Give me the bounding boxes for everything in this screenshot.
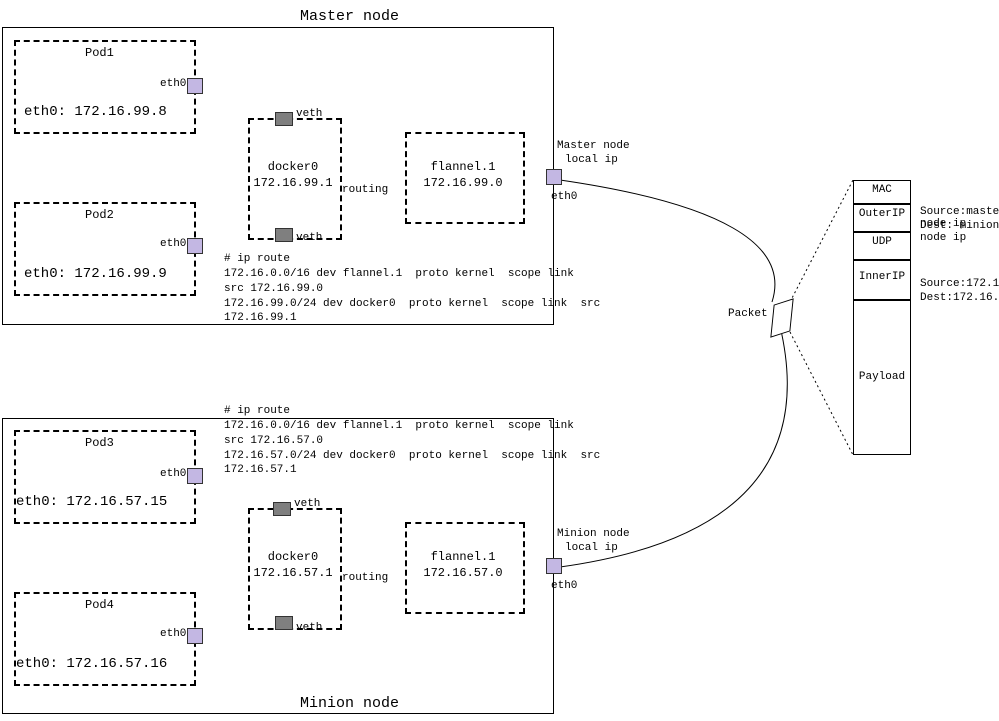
master-veth1 <box>275 112 293 126</box>
pod3-name: Pod3 <box>85 436 114 450</box>
inner-note2: Dest:172.16.57.15 <box>920 292 999 304</box>
minion-veth2-label: veth <box>296 622 322 634</box>
master-flannel-text: flannel.1 172.16.99.0 <box>405 160 521 191</box>
master-veth1-label: veth <box>296 108 322 120</box>
master-route-text: # ip route 172.16.0.0/16 dev flannel.1 p… <box>224 252 600 326</box>
minion-title: Minion node <box>300 695 399 712</box>
minion-docker0-name: docker0 <box>268 550 318 564</box>
pod3-eth0-label: eth0 <box>160 468 186 480</box>
pod4-eth0-port <box>187 628 203 644</box>
master-flannel-name: flannel.1 <box>431 160 496 174</box>
minion-docker0-text: docker0 172.16.57.1 <box>248 550 338 581</box>
pod4-name: Pod4 <box>85 598 114 612</box>
pod2-eth0-label: eth0 <box>160 238 186 250</box>
pod4-eth: eth0: 172.16.57.16 <box>16 656 167 672</box>
minion-veth2 <box>275 616 293 630</box>
pod3-eth0-port <box>187 468 203 484</box>
minion-routing-label: routing <box>342 572 388 584</box>
minion-localip1: Minion node <box>557 528 630 540</box>
minion-veth1-label: veth <box>294 498 320 510</box>
pod2-name: Pod2 <box>85 208 114 222</box>
pod1-eth: eth0: 172.16.99.8 <box>24 104 167 120</box>
pod3-eth: eth0: 172.16.57.15 <box>16 494 167 510</box>
master-docker0-ip: 172.16.99.1 <box>253 176 332 190</box>
master-veth2 <box>275 228 293 242</box>
master-veth2-label: veth <box>296 232 322 244</box>
master-node-eth0-port <box>546 169 562 185</box>
minion-flannel-ip: 172.16.57.0 <box>423 566 502 580</box>
pod1-name: Pod1 <box>85 46 114 60</box>
master-routing-label: routing <box>342 184 388 196</box>
minion-veth1 <box>273 502 291 516</box>
pod4-eth0-label: eth0 <box>160 628 186 640</box>
master-title: Master node <box>300 8 399 25</box>
outer-note2: Dest: minion node ip <box>920 220 999 244</box>
pod2-eth0-port <box>187 238 203 254</box>
packet-label: Packet <box>728 308 768 320</box>
minion-node-eth0-label: eth0 <box>551 580 577 592</box>
pkt-payload: Payload <box>853 300 911 455</box>
minion-docker0-ip: 172.16.57.1 <box>253 566 332 580</box>
pod1-eth0-label: eth0 <box>160 78 186 90</box>
pod2-eth: eth0: 172.16.99.9 <box>24 266 167 282</box>
minion-flannel-name: flannel.1 <box>431 550 496 564</box>
master-localip1: Master node <box>557 140 630 152</box>
minion-flannel-text: flannel.1 172.16.57.0 <box>405 550 521 581</box>
minion-route-text: # ip route 172.16.0.0/16 dev flannel.1 p… <box>224 404 600 478</box>
master-localip2: local ip <box>565 154 618 166</box>
minion-localip2: local ip <box>565 542 618 554</box>
minion-node-eth0-port <box>546 558 562 574</box>
master-docker0-name: docker0 <box>268 160 318 174</box>
pod1-eth0-port <box>187 78 203 94</box>
pkt-outerip: OuterIP <box>853 204 911 232</box>
master-node-eth0-label: eth0 <box>551 191 577 203</box>
master-flannel-ip: 172.16.99.0 <box>423 176 502 190</box>
pkt-mac: MAC <box>853 180 911 204</box>
master-docker0-text: docker0 172.16.99.1 <box>248 160 338 191</box>
inner-note1: Source:172.16.99.8 <box>920 278 999 290</box>
pkt-innerip: InnerIP <box>853 260 911 300</box>
pkt-udp: UDP <box>853 232 911 260</box>
